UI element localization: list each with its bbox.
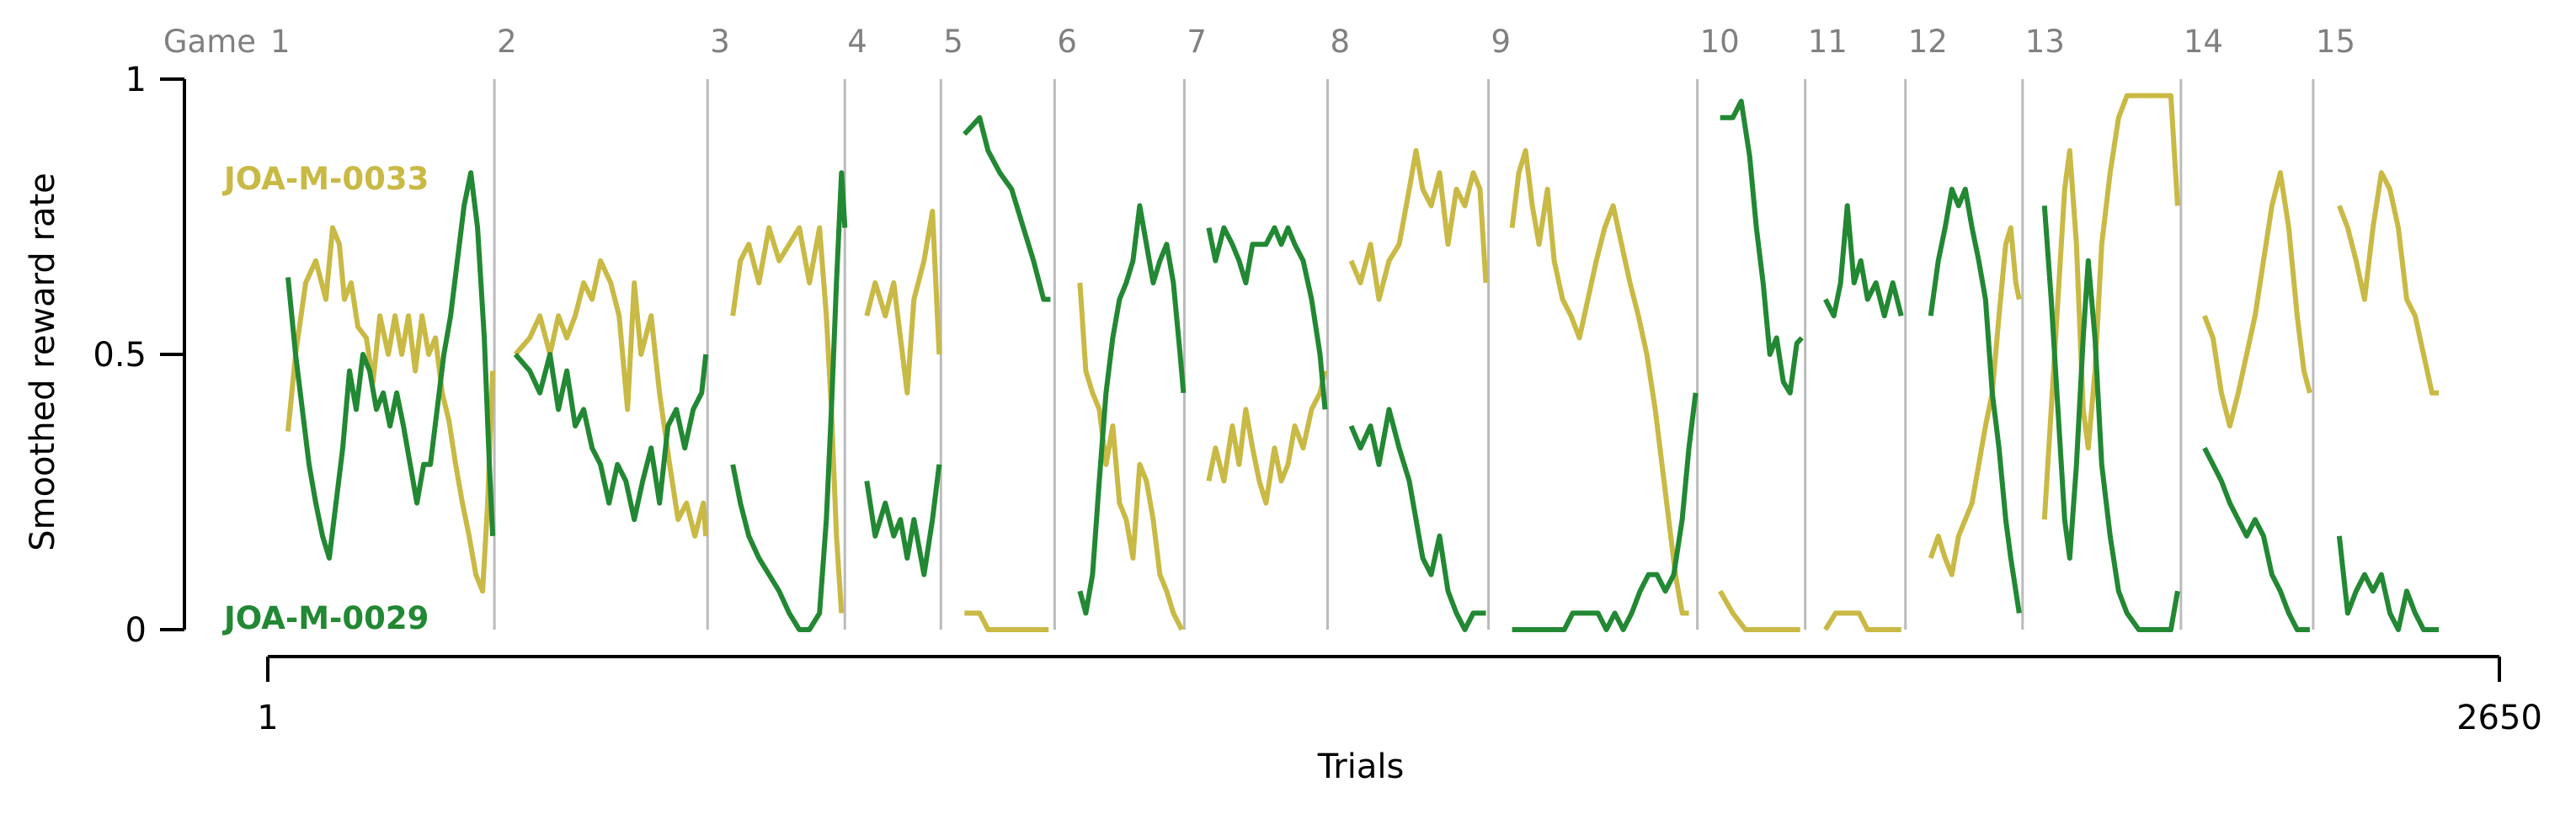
x-axis: 1 2650 [257,655,2542,737]
game-label: 15 [2316,24,2355,60]
series-line-2 [1720,98,1804,396]
series-labels: JOA-M-0033 JOA-M-0029 [221,161,429,636]
series-line-1 [2337,170,2439,396]
series-line-1 [2041,93,2180,520]
game-label: 1 [270,24,291,60]
y-tick-label: 0 [125,611,147,650]
series-line-2 [1348,407,1486,632]
series-line-2 [2202,446,2310,632]
game-label: 5 [943,24,963,60]
series-line-1 [864,209,942,396]
series-line-1 [513,258,709,539]
y-tick-label: 1 [125,61,147,99]
game-label: 2 [497,24,517,60]
game-label: 11 [1808,24,1848,60]
series-label-1: JOA-M-0033 [221,161,429,197]
y-axis-title: Smoothed reward rate [24,173,62,551]
series-line-1 [1348,148,1489,302]
game-boundaries [493,79,2315,630]
game-label: 10 [1700,24,1740,60]
series-line-1 [285,225,496,594]
series-line-2 [1077,203,1187,616]
game-label: 8 [1330,24,1350,60]
x-tick-label: 1 [257,699,278,737]
series-line-1 [2202,170,2312,428]
series-line-2 [864,464,942,577]
game-label: 3 [710,24,730,60]
series-line-2 [1206,225,1328,410]
series-lines [285,93,2439,632]
series-label-2: JOA-M-0029 [221,600,429,636]
series-line-1 [1718,589,1800,632]
series-line-2 [285,170,496,561]
game-label: 6 [1057,24,1077,60]
y-tick-label: 0.5 [93,336,147,375]
series-line-2 [513,352,709,523]
series-line-2 [2041,205,2180,632]
game-label: 13 [2025,24,2065,60]
series-line-1 [1206,370,1328,506]
x-axis-title: Trials [1317,747,1405,786]
y-axis: 00.51 [93,61,186,650]
game-label: 9 [1491,24,1512,60]
series-line-1 [1928,225,2022,577]
series-line-2 [963,114,1051,302]
game-label: 7 [1187,24,1207,60]
game-label: 4 [847,24,867,60]
game-label: 12 [1908,24,1948,60]
series-line-1 [1509,148,1689,616]
game-prefix-label: Game [163,24,256,60]
series-line-2 [2336,535,2439,632]
series-line-2 [1823,203,1904,319]
series-line-2 [1512,392,1699,632]
game-label: 14 [2184,24,2223,60]
series-line-2 [730,170,848,632]
x-tick-label: 2650 [2456,699,2542,737]
series-line-1 [1823,610,1901,632]
series-line-1 [1077,282,1185,631]
series-line-2 [1928,186,2022,614]
series-line-1 [964,610,1049,632]
